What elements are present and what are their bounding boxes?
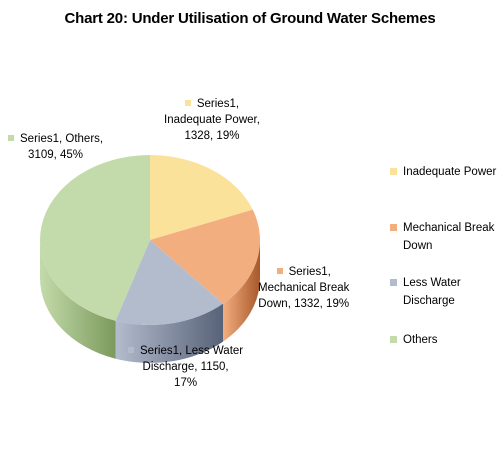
- legend-key: [390, 168, 397, 175]
- legend-key: [390, 279, 397, 286]
- data-label-key: [184, 100, 191, 106]
- pie-side-others: [40, 240, 116, 359]
- pie-side-mechanical-break-down: [223, 240, 260, 342]
- pie-side-less-water-discharge: [115, 303, 224, 363]
- chart-title: Chart 20: Under Utilisation of Ground Wa…: [64, 10, 436, 27]
- legend-label: Less Water Discharge: [403, 277, 461, 307]
- legend-key: [390, 224, 397, 231]
- data-label-key: [276, 268, 283, 274]
- pie-slice-inadequate-power: [150, 155, 253, 240]
- data-label-others: Series1, Others, 3109, 45%: [8, 131, 103, 163]
- data-label-key: [8, 135, 14, 141]
- legend-label: Mechanical Break Down: [403, 222, 495, 252]
- data-label-mechanical-break-down: Series1, Mechanical Break Down, 1332, 19…: [258, 266, 350, 310]
- pie-slice-less-water-discharge: [115, 240, 224, 325]
- pie-slice-others: [39, 155, 150, 321]
- legend-item-less-water-discharge: Less Water Discharge: [390, 274, 500, 310]
- data-label-inadequate-power: Series1, Inadequate Power, 1328, 19%: [164, 98, 260, 142]
- data-label-less-water-discharge: Series1, Less Water Discharge, 1150, 17%: [128, 343, 243, 391]
- legend-item-others: Others: [390, 331, 500, 349]
- legend-label: Others: [403, 334, 438, 346]
- legend-label: Inadequate Power: [403, 166, 497, 178]
- legend-item-mechanical-break-down: Mechanical Break Down: [390, 219, 500, 255]
- data-label-key: [128, 347, 134, 353]
- legend-key: [390, 336, 397, 343]
- legend-item-inadequate-power: Inadequate Power: [390, 163, 500, 181]
- pie-slice-mechanical-break-down: [150, 209, 260, 304]
